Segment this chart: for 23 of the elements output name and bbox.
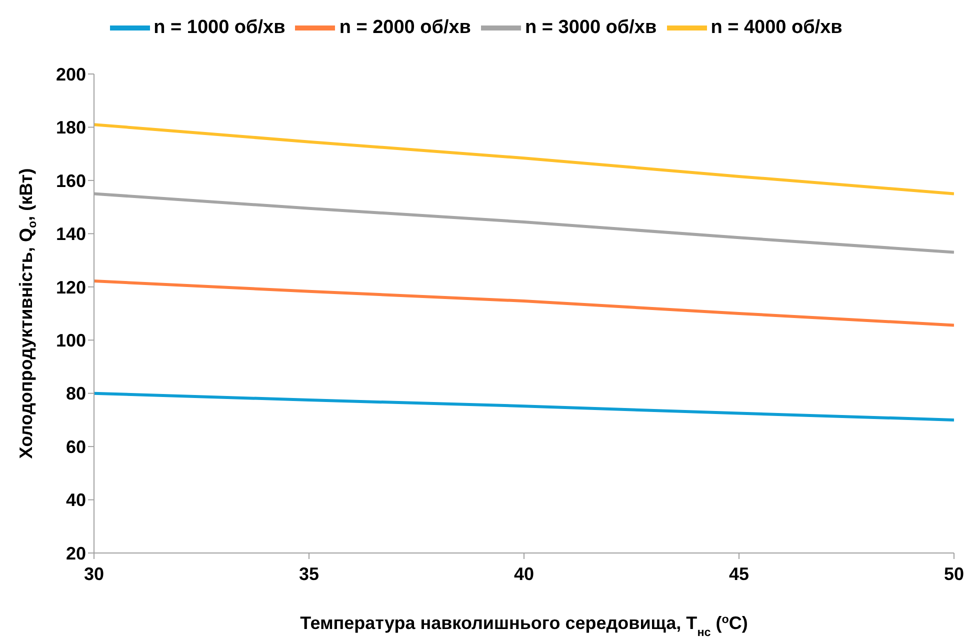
- line-series: [94, 392, 954, 422]
- line-series: [94, 123, 954, 196]
- y-tick-label: 120: [56, 277, 86, 298]
- y-tick-label: 60: [66, 436, 86, 457]
- legend-label: n = 1000 об/хв: [154, 17, 286, 38]
- x-tick-label: 45: [728, 564, 750, 584]
- legend-label: n = 2000 об/хв: [339, 17, 471, 38]
- x-tick-label: 35: [298, 564, 320, 584]
- x-tick-label: 50: [944, 564, 964, 584]
- y-tick-label: 200: [56, 64, 86, 84]
- y-tick-label: 40: [66, 490, 86, 510]
- x-axis-title: Температура навколишнього середовища, T$_{нс}$ ($^{o}$C): [300, 612, 748, 637]
- y-tick-label: 160: [56, 170, 86, 191]
- y-tick-label: 100: [56, 330, 86, 350]
- y-tick-label: 20: [66, 543, 86, 564]
- x-tick-label: 30: [84, 564, 104, 584]
- x-tick-label: 40: [514, 564, 534, 584]
- y-tick-label: 80: [66, 384, 86, 404]
- line-series: [94, 280, 954, 327]
- legend-label: n = 4000 об/хв: [710, 17, 842, 38]
- legend-label: n = 3000 об/хв: [525, 17, 657, 38]
- y-tick-label: 180: [56, 118, 86, 138]
- y-tick-label: 140: [56, 224, 86, 244]
